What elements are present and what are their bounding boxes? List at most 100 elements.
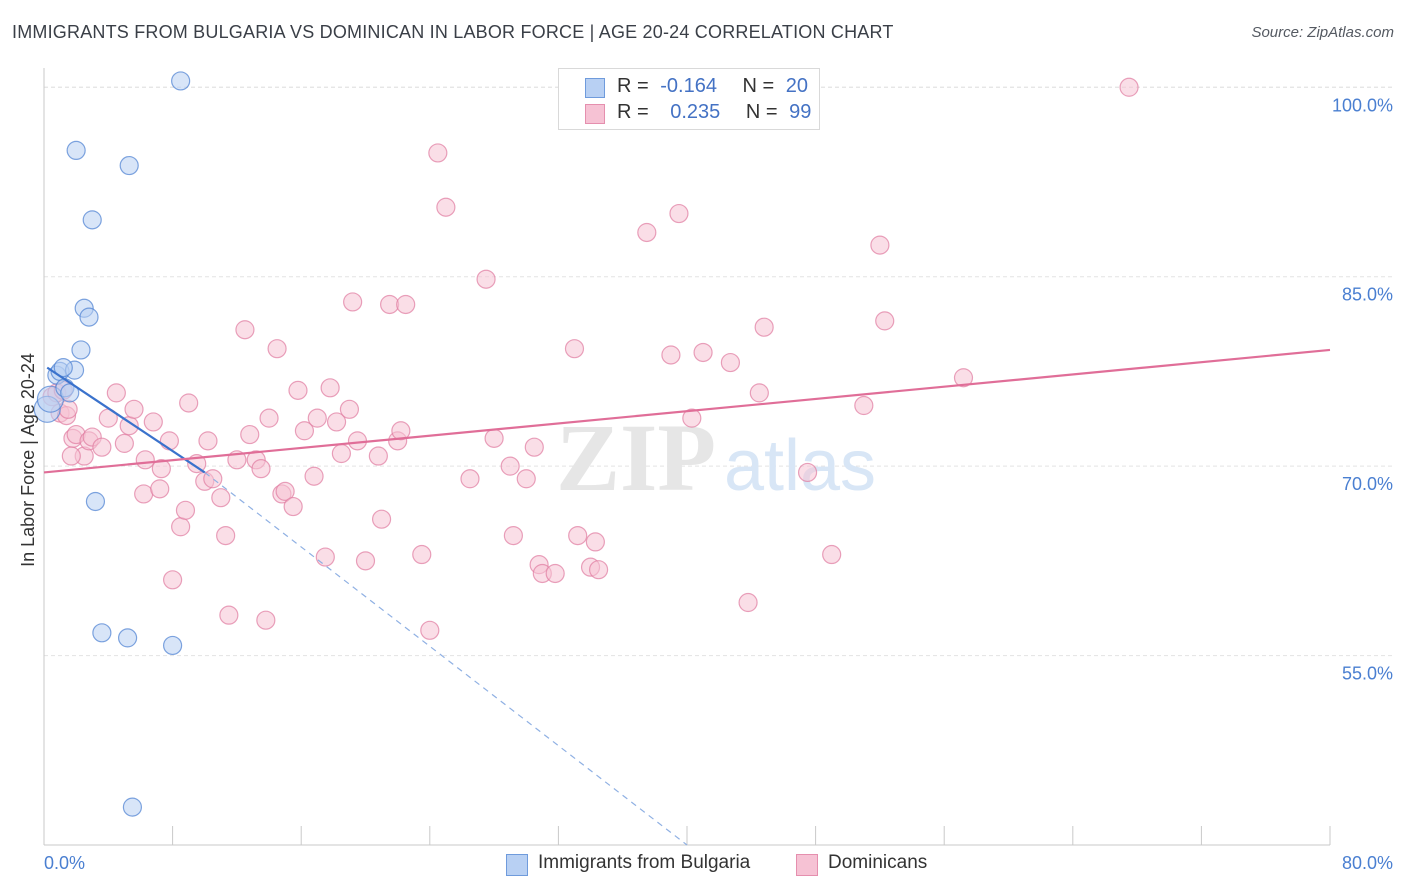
bulgaria-legend-swatch (506, 854, 528, 876)
bulgaria-point (119, 155, 139, 176)
dominicans-point (304, 466, 324, 486)
dominicans-swatch (585, 104, 605, 124)
dominicans-point (368, 446, 388, 466)
dominicans-point (436, 197, 456, 217)
dominicans-point (92, 437, 112, 457)
bulgaria-point (71, 340, 91, 360)
dominicans-point (500, 456, 520, 476)
dominicans-point (134, 484, 154, 504)
dominicans-point (135, 450, 155, 470)
bulgaria-point (85, 491, 106, 512)
x-tick-label-min: 0.0% (44, 853, 85, 873)
stats-legend: R = -0.164 N = 20 R = 0.235 N = 99 (558, 68, 820, 130)
n-label: N = (742, 75, 775, 97)
legend-label-dominicans: Dominicans (828, 852, 928, 873)
y-tick-label: 85.0% (1342, 285, 1393, 305)
dominicans-point (585, 532, 605, 552)
dominicans-point (240, 424, 260, 445)
dominicans-point (516, 469, 536, 489)
dominicans-point (738, 592, 758, 613)
dominicans-point (211, 488, 231, 508)
bulgaria-point (66, 140, 86, 161)
dominicans-point (288, 380, 308, 400)
grid-lines (44, 86, 1392, 657)
dominicans-point (283, 496, 303, 517)
dominicans-point (749, 383, 769, 403)
dominicans-point (106, 383, 126, 403)
dominicans-legend-swatch (796, 854, 818, 876)
dominicans-point (343, 292, 363, 312)
dominicans-point (331, 443, 351, 464)
dominicans-point (256, 610, 276, 630)
dominicans-point (151, 459, 171, 479)
dominicans-point (150, 479, 170, 499)
dominicans-point (1119, 77, 1139, 97)
dominicans-point (163, 570, 183, 590)
dominicans-point (568, 525, 588, 546)
bulgaria-trend-extension (204, 471, 688, 846)
dominicans-point (476, 269, 496, 289)
dominicans-point (251, 459, 271, 479)
dominicans-point (564, 339, 585, 359)
bulgaria-point (53, 358, 73, 378)
dominicans-point (754, 317, 774, 337)
dominicans-point (428, 143, 448, 163)
dominicans-point (320, 378, 340, 398)
dominicans-point (235, 320, 255, 340)
r-value: 0.235 (670, 101, 721, 123)
bulgaria-swatch (585, 78, 605, 98)
dominicans-point (371, 509, 392, 529)
bulgaria-point (117, 628, 138, 648)
dominicans-point (307, 408, 327, 428)
dominicans-point (326, 412, 347, 432)
watermark-atlas: atlas (724, 426, 876, 506)
dominicans-point (380, 294, 400, 315)
dominicans-point (315, 547, 335, 567)
dominicans-point (953, 368, 974, 388)
dominicans-point (484, 428, 504, 448)
dominicans-point (175, 500, 196, 520)
dominicans-point (355, 551, 376, 571)
dominicans-point (61, 446, 81, 466)
dominicans-point (159, 431, 179, 451)
dominicans-point (259, 408, 279, 428)
dominicans-point (171, 517, 191, 537)
dominicans-point (347, 431, 368, 451)
bulgaria-point (122, 797, 143, 817)
dominicans-point (524, 437, 544, 457)
dominicans-point (682, 408, 702, 428)
y-tick-label: 100.0% (1332, 95, 1393, 115)
dominicans-point (420, 620, 440, 640)
trend-lines (43, 348, 1331, 846)
bulgaria-point (79, 307, 99, 327)
dominicans-point (637, 222, 657, 243)
dominicans-point (545, 563, 565, 584)
dominicans-point (693, 342, 713, 363)
bulgaria-point (171, 71, 191, 91)
tick-labels: 55.0% 70.0% 85.0% 100.0% 0.0% 80.0% In Labor F… (18, 95, 1393, 873)
dominicans-point (822, 544, 842, 565)
dominicans-point (219, 605, 239, 625)
dominicans-point (503, 525, 523, 546)
dominicans-trend-line (43, 348, 1331, 474)
dominicans-point (203, 469, 223, 489)
n-value: 99 (789, 101, 812, 123)
dominicans-point (797, 462, 818, 483)
y-tick-label: 70.0% (1342, 474, 1393, 494)
dominicans-point (720, 352, 741, 373)
dominicans-point (661, 345, 681, 365)
dominicans-point (412, 544, 432, 565)
dominicans-point (294, 421, 315, 441)
dominicans-point (179, 393, 199, 413)
dominicans-point (124, 399, 144, 419)
data-points (33, 71, 1139, 817)
legend-label-bulgaria: Immigrants from Bulgaria (538, 852, 751, 873)
dominicans-point (267, 339, 287, 359)
n-label: N = (745, 101, 778, 123)
r-label: R = (617, 75, 649, 97)
n-value: 20 (785, 75, 809, 97)
y-tick-label: 55.0% (1342, 664, 1393, 684)
dominicans-point (198, 431, 218, 451)
dominicans-point (114, 433, 134, 453)
